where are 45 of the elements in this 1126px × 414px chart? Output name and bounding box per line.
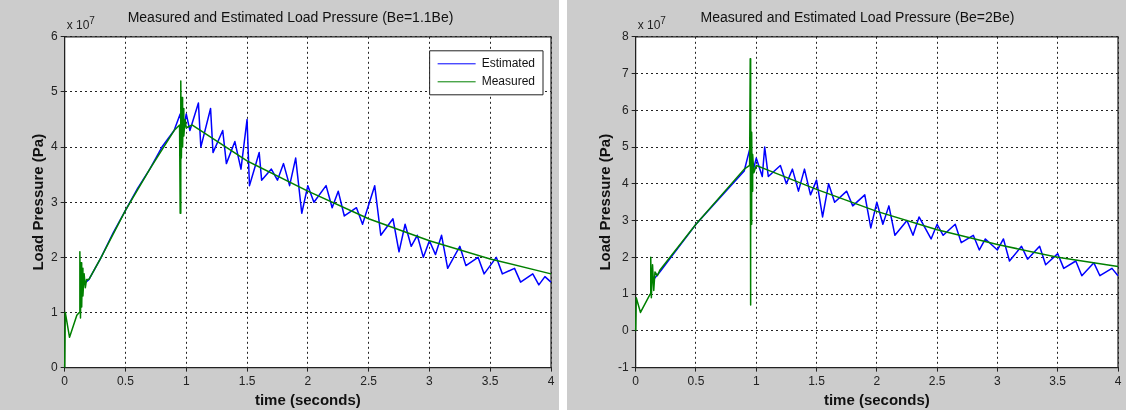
y-tick-label: -1 — [618, 359, 629, 374]
y-tick-label: 6 — [621, 102, 629, 117]
x-tick-label: 1 — [752, 374, 760, 389]
x-tick-label: 1.5 — [238, 374, 256, 389]
x-tick-label: 0.5 — [687, 374, 705, 389]
y-tick-label: 1 — [621, 286, 629, 301]
y-axis-title: Load Pressure (Pa) — [29, 133, 47, 271]
y-tick-label: 3 — [50, 194, 58, 209]
x-tick-label: 0.5 — [117, 374, 135, 389]
x-axis-title: time (seconds) — [823, 391, 930, 409]
y-axis-title: Load Pressure (Pa) — [596, 133, 614, 271]
chart-title: Measured and Estimated Load Pressure (Be=2Be) — [700, 9, 1015, 26]
y-tick-label: 8 — [621, 29, 629, 44]
y-tick-label: 2 — [621, 249, 629, 264]
x-tick-label: 2 — [873, 374, 881, 389]
y-tick-label: 6 — [50, 29, 58, 44]
x-tick-label: 4 — [1114, 374, 1122, 389]
x-tick-label: 3.5 — [1049, 374, 1067, 389]
chart-title: Measured and Estimated Load Pressure (Be=1.1Be) — [127, 9, 454, 26]
y-tick-label: 7 — [621, 65, 629, 80]
x-tick-label: 2.5 — [360, 374, 378, 389]
y-tick-label: 2 — [50, 249, 58, 264]
x-tick-label: 1 — [182, 374, 190, 389]
x-tick-label: 3 — [426, 374, 434, 389]
x-tick-label: 1.5 — [808, 374, 826, 389]
y-tick-label: 3 — [621, 212, 629, 227]
y-tick-label: 0 — [621, 323, 629, 338]
y-tick-label: 1 — [50, 304, 58, 319]
x-tick-label: 0 — [632, 374, 640, 389]
legend-label: Estimated — [481, 56, 535, 71]
y-tick-label: 4 — [621, 176, 629, 191]
text: x 10$^{7}$ — [66, 14, 95, 32]
x-tick-label: 3 — [994, 374, 1002, 389]
x-tick-label: 4 — [547, 374, 555, 389]
x-tick-label: 0 — [61, 374, 69, 389]
x-tick-label: 2.5 — [928, 374, 946, 389]
x-axis-title: time (seconds) — [254, 391, 361, 409]
text: x 10$^{7}$ — [637, 14, 666, 32]
x-tick-label: 3.5 — [481, 374, 499, 389]
y-tick-label: 5 — [621, 139, 629, 154]
y-tick-label: 5 — [50, 84, 58, 99]
y-tick-label: 0 — [50, 359, 58, 374]
y-tick-label: 4 — [50, 139, 58, 154]
legend-label: Measured — [481, 74, 536, 89]
x-tick-label: 2 — [304, 374, 312, 389]
